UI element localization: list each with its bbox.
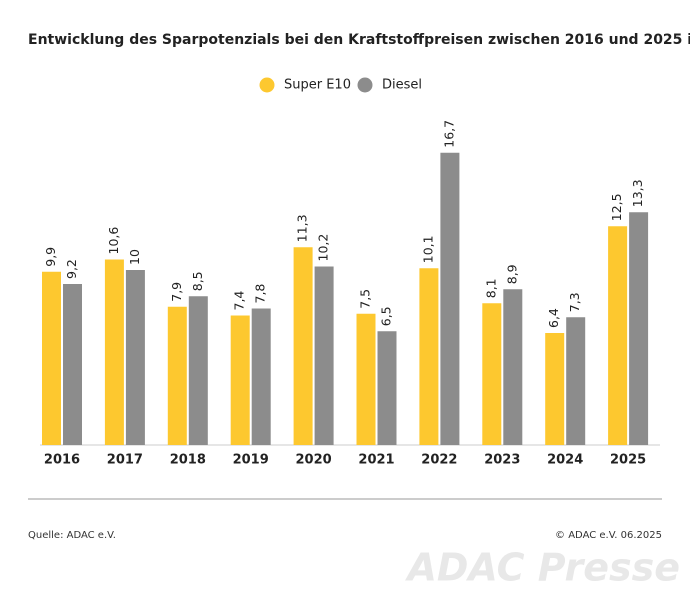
value-label: 16,7	[441, 120, 456, 148]
x-tick-label: 2022	[421, 453, 457, 468]
bar	[356, 313, 376, 445]
legend-label: Super E10	[284, 78, 351, 93]
x-tick-label: 2025	[610, 453, 646, 468]
legend-label: Diesel	[382, 78, 422, 93]
source: Quelle: ADAC e.V.	[28, 530, 116, 541]
value-label: 8,9	[504, 264, 519, 284]
bar	[42, 271, 61, 445]
copyright: © ADAC e.V. 06.2025	[555, 530, 662, 541]
x-tick-label: 2018	[170, 453, 206, 468]
bar	[440, 152, 460, 445]
value-label: 12,5	[609, 193, 624, 221]
value-label: 6,4	[546, 308, 561, 328]
bar	[125, 270, 145, 445]
value-label: 7,9	[169, 282, 184, 302]
value-label: 6,5	[379, 306, 394, 326]
value-label: 9,2	[64, 259, 79, 279]
x-tick-label: 2021	[358, 453, 394, 468]
bar	[230, 315, 250, 445]
watermark: ADAC Presse	[404, 546, 680, 590]
value-label: 11,3	[295, 214, 310, 242]
value-label: 10,6	[106, 227, 121, 255]
bar	[503, 289, 523, 445]
value-label: 13,3	[630, 179, 645, 207]
bar	[629, 212, 649, 445]
value-label: 7,4	[232, 291, 247, 311]
legend-marker	[259, 77, 275, 93]
value-label: 9,9	[43, 247, 58, 267]
value-label: 10	[127, 249, 142, 265]
bar	[63, 284, 82, 445]
bar	[482, 303, 502, 445]
x-tick-label: 2019	[233, 453, 269, 468]
value-label: 10,1	[420, 235, 435, 263]
bar	[251, 308, 271, 445]
value-label: 8,1	[483, 278, 498, 298]
x-tick-label: 2024	[547, 453, 583, 468]
bar	[293, 247, 313, 445]
value-label: 8,5	[190, 271, 205, 291]
value-label: 10,2	[316, 234, 331, 262]
value-label: 7,3	[567, 292, 582, 312]
bar	[545, 333, 565, 445]
bar	[188, 296, 208, 445]
x-tick-label: 2017	[107, 453, 143, 468]
bar	[566, 317, 586, 445]
value-label: 7,8	[253, 284, 268, 304]
bar	[608, 226, 628, 445]
x-tick-label: 2023	[484, 453, 520, 468]
bar	[377, 331, 397, 445]
bar	[314, 266, 334, 445]
legend-marker	[357, 77, 373, 93]
x-tick-label: 2020	[296, 453, 332, 468]
chart-title: Entwicklung des Sparpotenzials bei den K…	[28, 32, 690, 48]
bar	[167, 306, 187, 445]
bar	[419, 268, 439, 445]
bar	[104, 259, 124, 445]
x-tick-label: 2016	[44, 453, 80, 468]
value-label: 7,5	[358, 289, 373, 309]
